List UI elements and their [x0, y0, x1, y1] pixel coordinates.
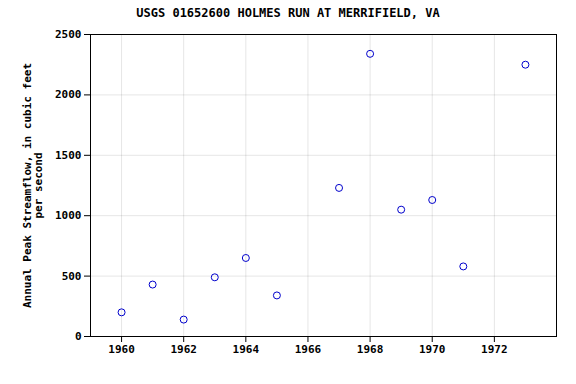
svg-text:1966: 1966: [295, 343, 322, 356]
svg-text:1962: 1962: [170, 343, 197, 356]
svg-text:1960: 1960: [108, 343, 135, 356]
svg-text:0: 0: [75, 330, 82, 343]
svg-text:1000: 1000: [55, 209, 82, 222]
svg-text:500: 500: [62, 270, 82, 283]
svg-text:1968: 1968: [357, 343, 384, 356]
svg-text:1970: 1970: [419, 343, 446, 356]
svg-text:2500: 2500: [55, 28, 82, 41]
svg-text:Annual Peak Streamflow, in cub: Annual Peak Streamflow, in cubic feetper…: [21, 63, 45, 308]
svg-text:2000: 2000: [55, 88, 82, 101]
svg-text:1972: 1972: [481, 343, 508, 356]
svg-text:1500: 1500: [55, 149, 82, 162]
svg-text:1964: 1964: [233, 343, 260, 356]
html-text:USGS 01652600 HOLMES RUN AT ME: USGS 01652600 HOLMES RUN AT MERRIFIELD, …: [136, 6, 440, 20]
